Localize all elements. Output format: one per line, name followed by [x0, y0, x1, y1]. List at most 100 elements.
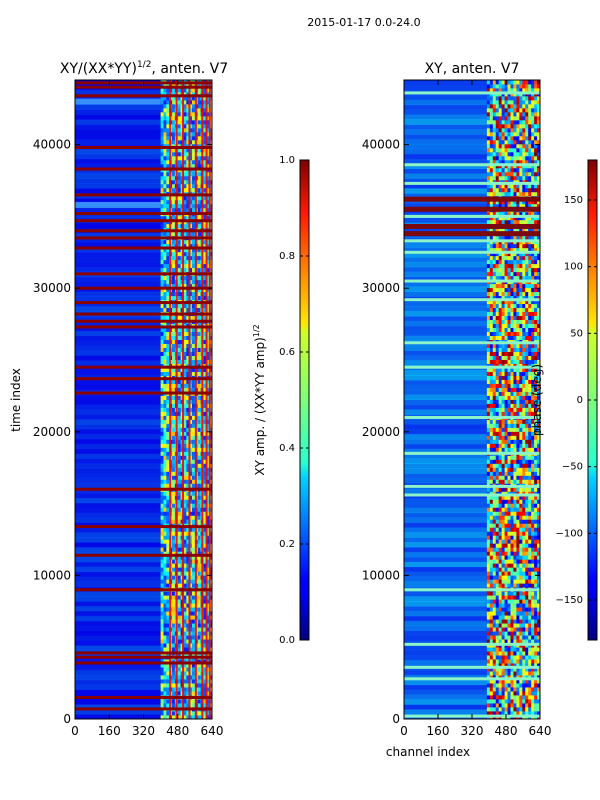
heatmap-vertical-stripe: [188, 80, 191, 719]
heatmap-cell: [525, 635, 529, 640]
heatmap-vertical-stripe: [169, 80, 172, 719]
heatmap-row: [404, 704, 487, 710]
heatmap-cell: [172, 151, 176, 157]
heatmap-cell: [525, 647, 529, 652]
heatmap-cell: [197, 507, 201, 512]
heatmap-cell: [510, 659, 514, 664]
heatmap-cell: [534, 355, 538, 360]
heatmap-row: [75, 458, 161, 464]
heatmap-cell: [537, 535, 541, 540]
heatmap-cell: [189, 155, 193, 161]
heatmap-cell: [513, 479, 517, 484]
heatmap-cell: [183, 703, 187, 708]
heatmap-cell: [519, 403, 523, 408]
heatmap-cell: [183, 239, 187, 245]
heatmap-cell: [510, 475, 514, 480]
heatmap-row: [75, 153, 161, 160]
heatmap-cell: [534, 411, 538, 416]
heatmap-cell: [197, 495, 201, 500]
heatmap-cell: [189, 435, 193, 440]
heatmap-cell: [203, 535, 207, 540]
heatmap-cell: [163, 147, 167, 153]
heatmap-cell: [192, 307, 196, 313]
heatmap-cell: [172, 455, 176, 460]
heatmap-cell: [206, 623, 210, 628]
heatmap-cell: [177, 415, 182, 420]
heatmap-cell: [525, 555, 529, 560]
heatmap-cell: [163, 387, 167, 392]
heatmap-time-band: [75, 391, 212, 395]
heatmap-cell: [489, 571, 494, 576]
heatmap-cell: [492, 359, 497, 364]
heatmap-cell: [537, 395, 541, 400]
heatmap-cell: [206, 215, 210, 221]
heatmap-cell: [163, 711, 167, 716]
heatmap-cell: [498, 571, 503, 576]
heatmap-cell: [197, 451, 201, 456]
heatmap-cell: [197, 215, 201, 221]
heatmap-cell: [504, 659, 508, 664]
heatmap-cell: [486, 407, 491, 412]
heatmap-cell: [166, 199, 170, 205]
heatmap-cell: [492, 367, 497, 372]
heatmap-cell: [197, 287, 201, 293]
heatmap-cell: [183, 371, 187, 376]
heatmap-cell: [519, 347, 523, 352]
heatmap-cell: [160, 475, 164, 480]
heatmap-cell: [510, 603, 514, 608]
heatmap-cell: [163, 483, 167, 488]
heatmap-cell: [197, 643, 201, 648]
heatmap-cell: [519, 527, 523, 532]
heatmap-cell: [522, 663, 526, 668]
heatmap-cell: [192, 175, 196, 181]
heatmap-cell: [507, 703, 511, 708]
heatmap-cell: [492, 499, 497, 504]
heatmap-cell: [534, 335, 538, 340]
heatmap-cell: [192, 683, 196, 688]
heatmap-cell: [189, 295, 193, 301]
heatmap-row: [75, 384, 161, 391]
heatmap-cell: [206, 379, 210, 384]
heatmap-cell: [189, 215, 193, 221]
heatmap-cell: [203, 415, 207, 420]
heatmap-cell: [537, 667, 541, 672]
heatmap-cell: [519, 435, 523, 440]
heatmap-cell: [206, 699, 210, 704]
heatmap-cell: [192, 691, 196, 696]
heatmap-cell: [504, 359, 508, 364]
heatmap-cell: [186, 251, 190, 257]
heatmap-cell: [492, 347, 497, 352]
heatmap-cell: [166, 527, 170, 532]
heatmap-cell: [197, 703, 201, 708]
heatmap-cell: [166, 179, 170, 185]
heatmap-cell: [489, 607, 494, 612]
heatmap-cell: [486, 639, 491, 644]
heatmap-cell: [519, 707, 523, 712]
heatmap-cell: [183, 339, 187, 344]
heatmap-cell: [177, 439, 182, 444]
heatmap-cell: [183, 631, 187, 636]
heatmap-cell: [492, 651, 497, 656]
heatmap-cell: [203, 667, 207, 672]
heatmap-cell: [163, 203, 167, 209]
heatmap-cell: [160, 519, 164, 524]
heatmap-cell: [507, 511, 511, 516]
heatmap-cell: [192, 275, 196, 281]
heatmap-row: [75, 669, 161, 676]
heatmap-cell: [186, 583, 190, 588]
panel-title-amplitude-tail: , anten. V7: [151, 61, 228, 77]
heatmap-cell: [513, 611, 517, 616]
heatmap-cell: [186, 243, 190, 249]
heatmap-cell: [163, 207, 167, 213]
heatmap-cell: [519, 503, 523, 508]
heatmap-cell: [531, 367, 535, 372]
heatmap-cell: [516, 663, 520, 668]
heatmap-cell: [183, 507, 187, 512]
heatmap-cell: [510, 447, 514, 452]
heatmap-cell: [534, 391, 538, 396]
heatmap-cell: [534, 351, 538, 356]
heatmap-cell: [177, 615, 182, 620]
heatmap-cell: [183, 99, 187, 105]
heatmap-row: [75, 320, 161, 327]
heatmap-row: [404, 709, 487, 715]
